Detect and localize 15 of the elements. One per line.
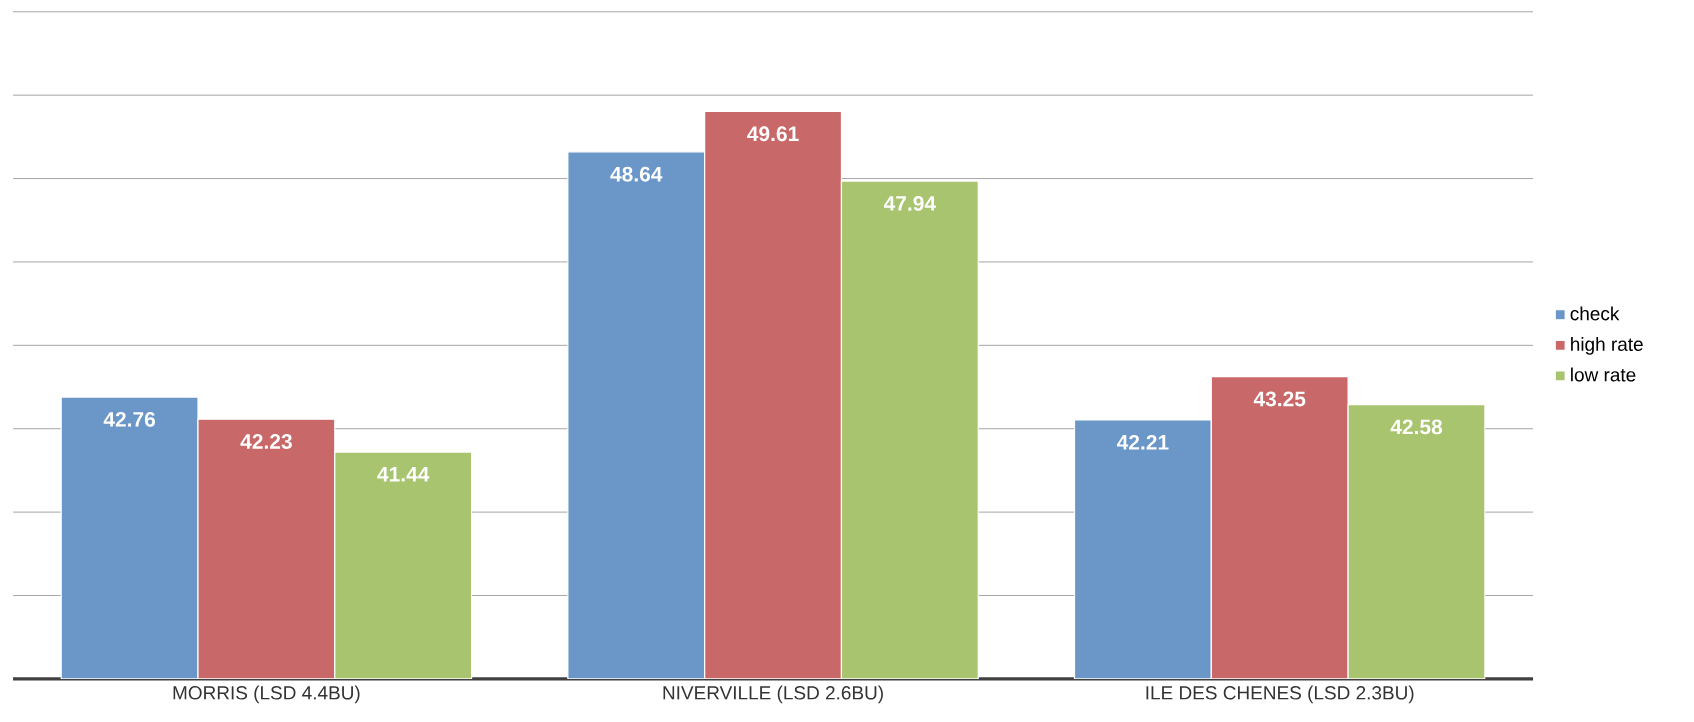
data-label: 49.61 xyxy=(747,126,799,142)
legend-label: high rate xyxy=(1571,337,1643,355)
data-label: 42.76 xyxy=(103,411,156,427)
legend-label: low rate xyxy=(1571,367,1636,382)
data-label: 41.44 xyxy=(377,466,430,482)
data-label: 48.64 xyxy=(610,166,663,182)
x-tick-label: NIVERVILLE (LSD 2.6BU) xyxy=(663,685,883,704)
data-label: 47.94 xyxy=(883,195,936,211)
data-label: 42.21 xyxy=(1116,434,1169,450)
x-tick-label: MORRIS (LSD 4.4BU) xyxy=(173,685,360,704)
data-label: 43.25 xyxy=(1253,391,1306,407)
data-label: 42.23 xyxy=(240,434,292,449)
data-label: 42.58 xyxy=(1390,419,1443,435)
x-tick-label: ILE DES CHENES (LSD 2.3BU) xyxy=(1146,685,1414,704)
legend-label: check xyxy=(1570,306,1620,321)
